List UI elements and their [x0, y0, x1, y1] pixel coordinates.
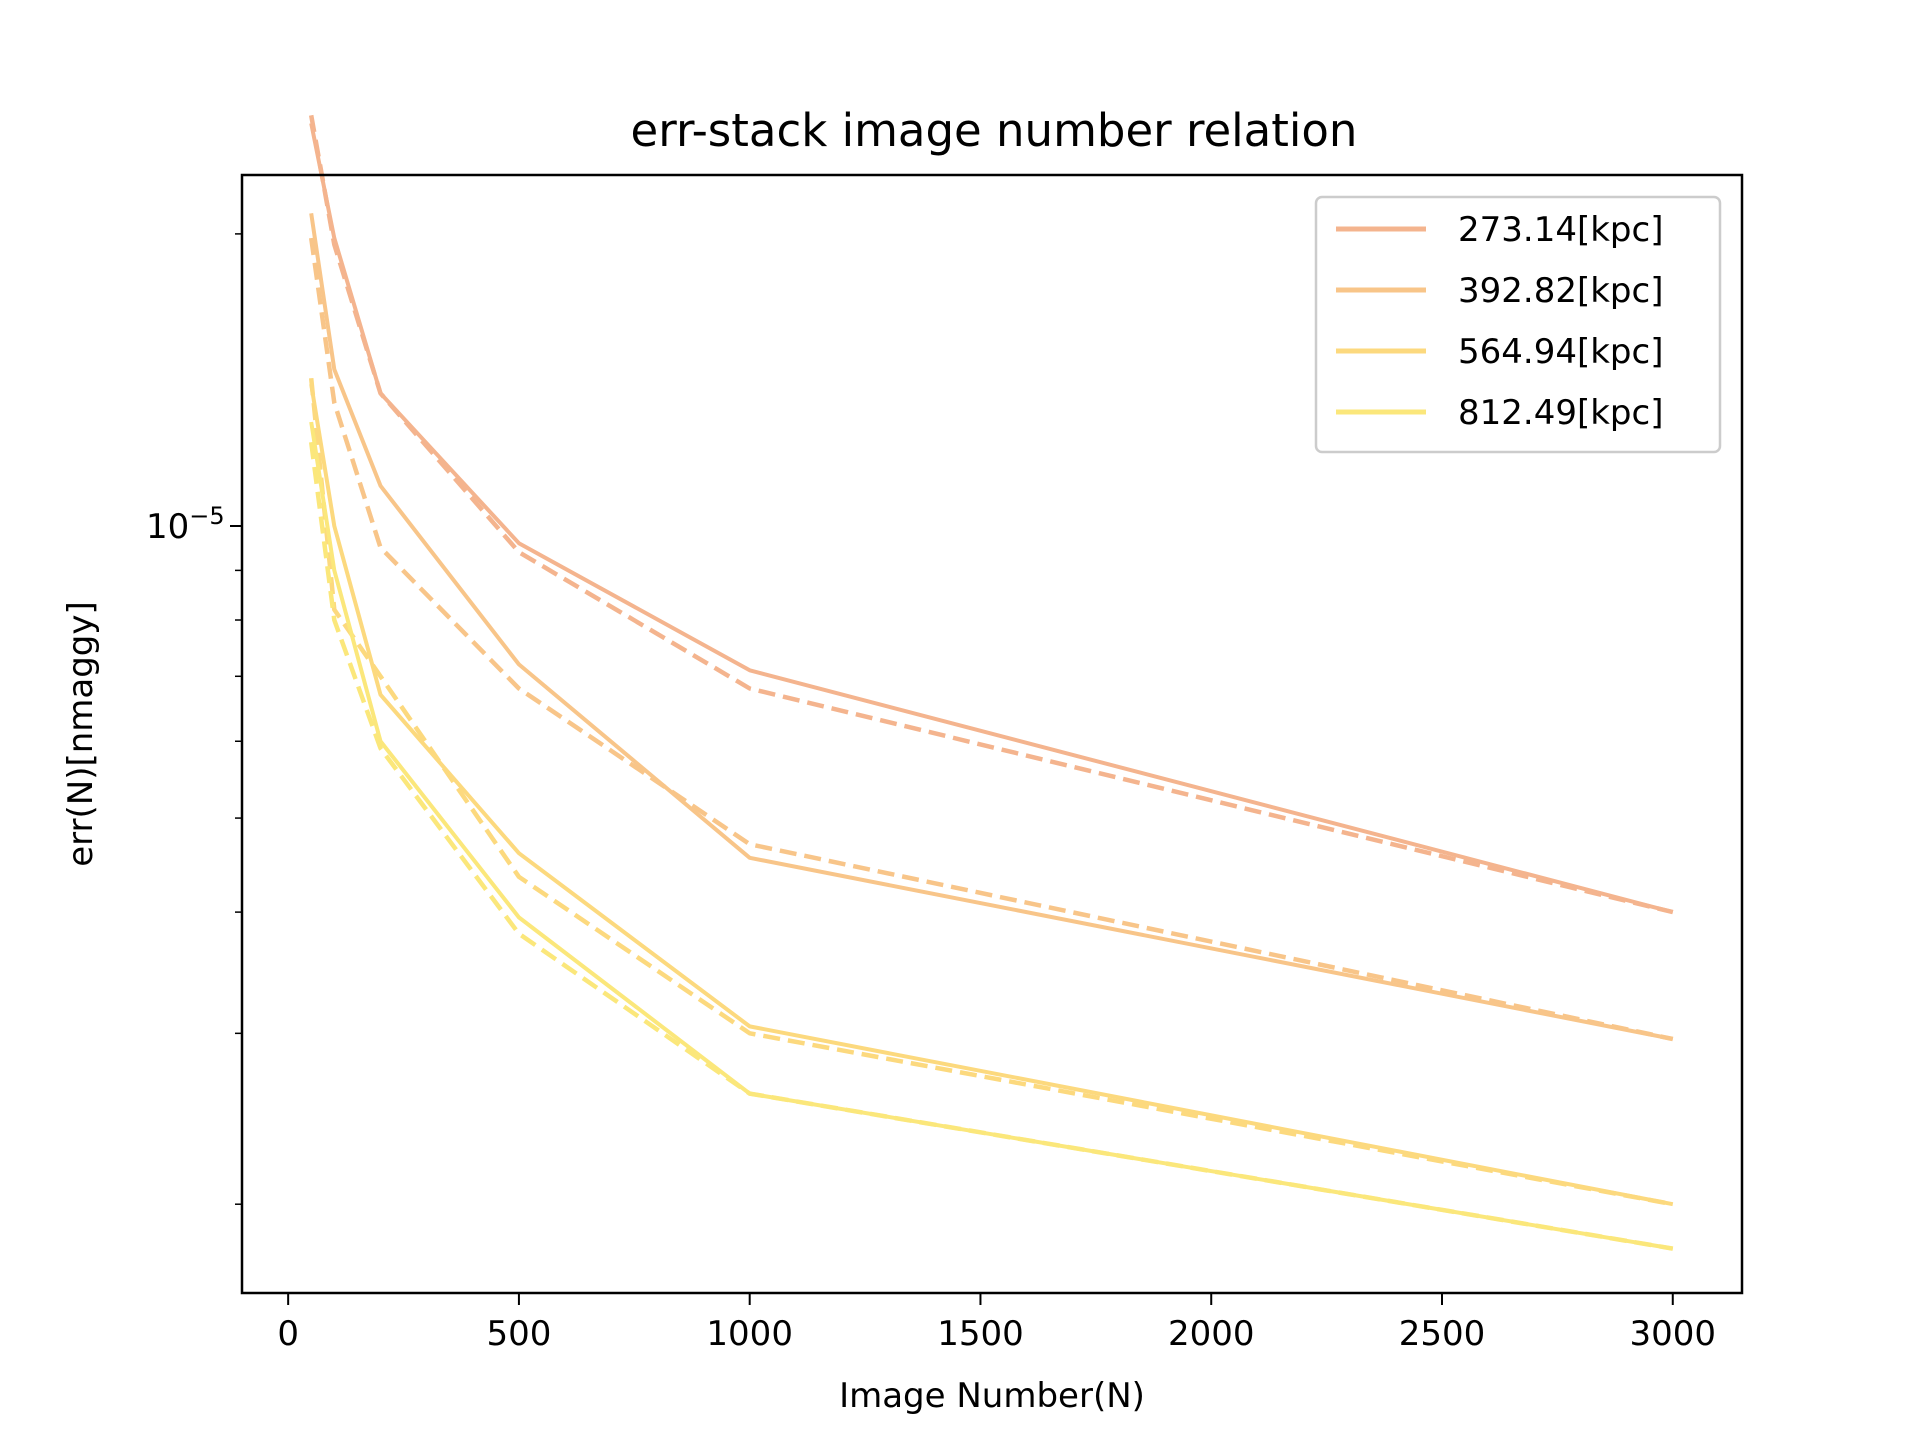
y-axis-label: err(N)[nmaggy]	[61, 601, 101, 867]
y-tick-label: 10−5	[146, 502, 225, 547]
x-tick-label: 1500	[937, 1314, 1024, 1354]
series-line-2	[309, 213, 1674, 1041]
series-fit-line-2	[308, 237, 1674, 1042]
x-tick-label: 2500	[1399, 1314, 1486, 1354]
series-line-1	[309, 122, 1674, 915]
legend-box	[1314, 195, 1722, 454]
y-axis: 10−5	[146, 233, 242, 1205]
x-tick-label: 0	[277, 1314, 299, 1354]
x-tick-label: 500	[486, 1314, 551, 1354]
series-line-4	[309, 421, 1674, 1251]
legend-label-2: 392.82[kpc]	[1458, 271, 1663, 311]
plot-frame	[240, 173, 1744, 1295]
legend: 273.14[kpc] 392.82[kpc] 564.94[kpc] 812.49[…	[1314, 195, 1722, 454]
chart-title: err-stack image number relation	[631, 104, 1358, 157]
legend-label-4: 812.49[kpc]	[1458, 393, 1663, 433]
x-tick-label: 3000	[1630, 1314, 1717, 1354]
plot-area	[308, 114, 1674, 1251]
series-line-3	[309, 383, 1674, 1207]
x-axis: 0 500 1000 1500 2000 2500 3000	[277, 1293, 1716, 1354]
x-tick-label: 1000	[706, 1314, 793, 1354]
legend-label-3: 564.94[kpc]	[1458, 332, 1663, 372]
x-axis-label: Image Number(N)	[839, 1376, 1145, 1416]
x-tick-label: 2000	[1168, 1314, 1255, 1354]
legend-label-1: 273.14[kpc]	[1458, 210, 1663, 250]
